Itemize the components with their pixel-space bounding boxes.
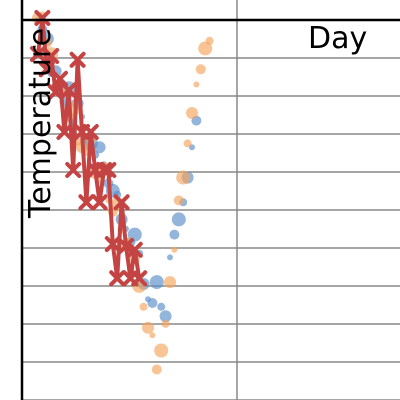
scatter-point bbox=[183, 139, 192, 148]
grid bbox=[22, 0, 400, 400]
line-marker bbox=[126, 241, 143, 258]
line-series bbox=[30, 10, 148, 287]
scatter-point bbox=[167, 254, 173, 261]
scatter-points bbox=[32, 11, 214, 375]
scatter-point bbox=[149, 332, 156, 339]
scatter-point bbox=[173, 195, 184, 206]
line-marker bbox=[56, 124, 73, 140]
scatter-point bbox=[93, 141, 106, 154]
line-marker bbox=[131, 270, 148, 287]
scatter-point bbox=[171, 212, 186, 227]
line-marker bbox=[91, 194, 108, 211]
line-marker bbox=[65, 162, 82, 178]
scatter-point bbox=[139, 302, 148, 311]
y-axis-label: Temperature bbox=[23, 28, 58, 219]
line-marker bbox=[100, 162, 117, 178]
scatter-point bbox=[151, 364, 162, 375]
line-marker bbox=[96, 162, 112, 178]
scatter-point bbox=[147, 298, 158, 308]
axes bbox=[20, 0, 400, 400]
line-marker bbox=[78, 194, 95, 211]
line-marker bbox=[118, 238, 134, 254]
scatter-point bbox=[198, 41, 213, 56]
scatter-point bbox=[159, 310, 172, 323]
x-axis-label: Day bbox=[308, 21, 367, 56]
line-marker bbox=[47, 84, 64, 101]
scatter-point bbox=[154, 343, 169, 358]
scatter-point bbox=[176, 170, 191, 185]
scatter-point bbox=[164, 276, 176, 289]
scatter-point bbox=[171, 246, 178, 253]
line-marker bbox=[69, 51, 86, 68]
scatter-point bbox=[142, 321, 154, 334]
line-marker bbox=[34, 10, 51, 26]
scatter-point bbox=[186, 107, 198, 119]
line-marker bbox=[113, 194, 130, 211]
line-marker bbox=[38, 61, 55, 78]
scatter-point bbox=[193, 81, 200, 88]
line-marker bbox=[30, 46, 46, 63]
line-marker bbox=[109, 270, 126, 287]
line-marker bbox=[60, 82, 77, 99]
line-marker bbox=[82, 124, 99, 140]
scatter-point bbox=[205, 36, 214, 45]
scatter-point bbox=[149, 275, 164, 290]
scatter-point bbox=[195, 64, 206, 75]
line-marker bbox=[43, 48, 60, 64]
scatter-point bbox=[157, 302, 166, 311]
scatter-point bbox=[169, 229, 180, 240]
scatter-point bbox=[161, 319, 170, 328]
line-marker bbox=[104, 236, 121, 253]
